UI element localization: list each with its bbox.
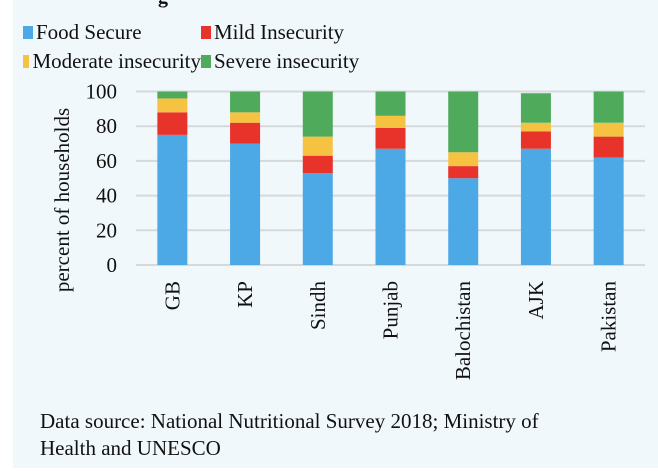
bar-segment-severe-insecurity (157, 91, 188, 99)
legend-swatch-moderate-insecurity (23, 55, 30, 68)
bar-segment-mild-insecurity (302, 155, 333, 174)
y-tick-label: 20 (96, 218, 117, 242)
data-source-note: Data source: National Nutritional Survey… (40, 408, 650, 462)
bar-segment-mild-insecurity (593, 136, 624, 158)
legend-swatch-severe-insecurity (201, 55, 211, 68)
legend-swatch-food-secure (23, 26, 33, 39)
x-tick-label: Balochistan (451, 281, 475, 381)
legend: Food Secure Mild Insecurity Moderate ins… (23, 18, 359, 76)
bar-segment-severe-insecurity (375, 91, 406, 116)
y-axis-ticks: 0 20 40 60 80 100 (86, 80, 118, 278)
bar-segment-severe-insecurity (520, 93, 551, 123)
bar-segment-food-secure (302, 173, 333, 265)
y-tick-label: 0 (107, 253, 118, 277)
y-tick-label: 40 (96, 184, 117, 208)
bar-segment-food-secure (375, 148, 406, 265)
bar-segment-severe-insecurity (230, 91, 261, 113)
legend-item-moderate-insecurity: Moderate insecurity (23, 47, 201, 76)
y-tick-label: 60 (96, 149, 117, 173)
bar-segment-moderate-insecurity (448, 152, 479, 167)
bar-stack-kp (230, 91, 261, 265)
bar-segment-food-secure (157, 134, 188, 265)
legend-label: Severe insecurity (214, 49, 360, 73)
legend-item-food-secure: Food Secure (23, 18, 201, 47)
bars (157, 91, 624, 265)
bar-stack-ajk (520, 93, 551, 265)
bar-segment-severe-insecurity (593, 91, 624, 123)
bar-segment-moderate-insecurity (230, 112, 261, 123)
x-tick-label: Punjab (379, 281, 403, 339)
x-tick-label: GB (160, 281, 184, 310)
legend-row: Moderate insecurity Severe insecurity (23, 47, 359, 76)
legend-label: Mild Insecurity (214, 20, 345, 44)
bar-stack-pakistan (593, 91, 624, 265)
bar-segment-food-secure (520, 148, 551, 265)
bar-stack-gb (157, 91, 188, 265)
data-source-line-1: Data source: National Nutritional Survey… (40, 409, 539, 433)
legend-item-mild-insecurity: Mild Insecurity (201, 18, 344, 47)
bar-segment-mild-insecurity (448, 166, 479, 179)
bar-stack-balochistan (448, 91, 479, 265)
y-axis-title: percent of households (50, 108, 74, 292)
bar-segment-mild-insecurity (157, 112, 188, 135)
bar-segment-food-secure (230, 143, 261, 265)
legend-label: Food Secure (36, 20, 142, 44)
bar-segment-severe-insecurity (448, 91, 479, 153)
x-tick-label: Sindh (306, 281, 330, 331)
x-tick-label: AJK (524, 281, 548, 320)
legend-label: Moderate insecurity (32, 49, 201, 73)
bar-segment-moderate-insecurity (375, 115, 406, 128)
y-tick-label: 80 (96, 114, 117, 138)
bar-segment-mild-insecurity (375, 127, 406, 149)
y-tick-label: 100 (86, 80, 118, 104)
x-axis-labels: GB KP Sindh Punjab Balochistan AJK Pakistan (160, 281, 620, 381)
legend-item-severe-insecurity: Severe insecurity (201, 47, 359, 76)
bar-segment-food-secure (448, 178, 479, 265)
data-source-line-2: Health and UNESCO (40, 436, 221, 460)
bar-segment-food-secure (593, 157, 624, 265)
x-tick-label: KP (233, 281, 257, 308)
chart-title-fragment: g (158, 0, 168, 9)
bar-stack-sindh (302, 91, 333, 265)
bar-segment-moderate-insecurity (302, 136, 333, 156)
bar-stack-punjab (375, 91, 406, 265)
bar-segment-moderate-insecurity (520, 122, 551, 132)
bar-segment-mild-insecurity (230, 122, 261, 144)
bar-segment-moderate-insecurity (593, 122, 624, 137)
x-tick-label: Pakistan (597, 281, 621, 353)
legend-row: Food Secure Mild Insecurity (23, 18, 359, 47)
bar-segment-severe-insecurity (302, 91, 333, 137)
bar-segment-mild-insecurity (520, 131, 551, 149)
legend-swatch-mild-insecurity (201, 26, 211, 39)
bar-segment-moderate-insecurity (157, 98, 188, 113)
